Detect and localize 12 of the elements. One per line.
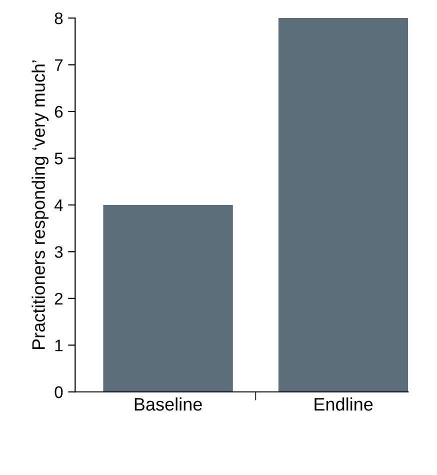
- y-tick-label: 5: [54, 152, 63, 164]
- x-tick-label: Baseline: [134, 397, 202, 411]
- y-tick-label: 3: [54, 246, 63, 258]
- y-tick-label: 0: [54, 386, 63, 398]
- y-tick-label: 6: [54, 106, 63, 118]
- x-tick-label: Endline: [314, 397, 373, 411]
- y-tick-label: 4: [54, 200, 63, 211]
- y-tick-label: 8: [54, 12, 63, 24]
- y-tick-label: 1: [55, 340, 63, 352]
- y-tick-label: 7: [54, 59, 63, 71]
- y-axis-title: Practitioners responding ‘very much’: [32, 60, 49, 349]
- y-tick-label: 2: [54, 292, 63, 304]
